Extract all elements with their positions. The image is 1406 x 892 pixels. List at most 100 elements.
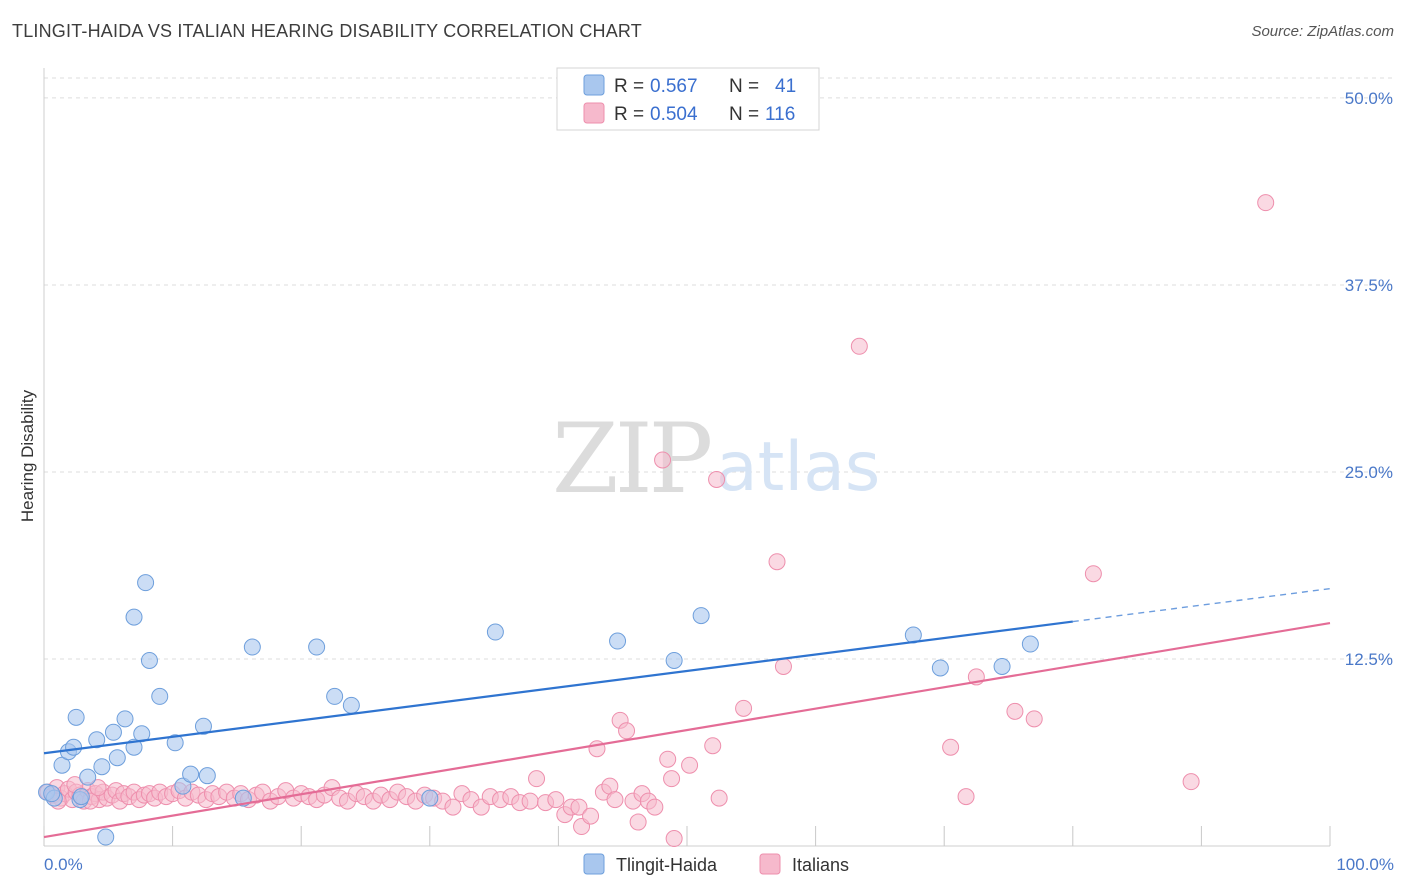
- italian-point: [659, 750, 677, 768]
- tlingit-point: [104, 723, 122, 741]
- tlingit-point: [166, 734, 184, 752]
- italian-point: [710, 789, 728, 807]
- tlingit-point: [421, 789, 439, 807]
- tlingit-point: [198, 767, 216, 785]
- watermark-zip: ZIP: [552, 403, 711, 515]
- legend-n-value-tlingit: 41: [775, 76, 796, 97]
- italian-point: [521, 792, 539, 810]
- y-tick-labels: 12.5% 25.0% 37.5% 50.0%: [1345, 89, 1393, 669]
- italian-point: [665, 830, 683, 848]
- legend-swatch-tlingit: [583, 74, 605, 96]
- tlingit-point: [116, 710, 134, 728]
- italian-point: [618, 722, 636, 740]
- y-tick-label-1: 25.0%: [1345, 463, 1393, 482]
- legend-r-label-tlingit: R =: [614, 76, 644, 97]
- tlingit-point: [72, 788, 90, 806]
- italian-point: [708, 470, 726, 488]
- tlingit-point: [194, 717, 212, 735]
- tlingit-point: [125, 608, 143, 626]
- italian-point: [629, 813, 647, 831]
- x-tick-label-min: 0.0%: [44, 855, 83, 874]
- chart-source: Source: ZipAtlas.com: [1251, 23, 1394, 40]
- italian-point: [1182, 773, 1200, 791]
- italian-point: [654, 451, 672, 469]
- italian-point: [774, 657, 792, 675]
- y-tick-label-2: 37.5%: [1345, 276, 1393, 295]
- italian-point: [735, 699, 753, 717]
- tlingit-point: [931, 659, 949, 677]
- italian-point: [89, 779, 107, 797]
- correlation-legend: R = 0.567 N = 41 R = 0.504 N = 116: [556, 67, 820, 131]
- tlingit-point: [108, 749, 126, 767]
- bottom-legend-swatch-tlingit: [583, 853, 605, 875]
- italian-point: [1257, 194, 1275, 212]
- tlingit-trend-line: [43, 620, 1073, 755]
- tlingit-points: [38, 574, 1039, 846]
- tlingit-point: [137, 574, 155, 592]
- italian-point: [663, 770, 681, 788]
- legend-r-label-italian: R =: [614, 104, 644, 125]
- italian-point: [606, 791, 624, 809]
- italian-point: [1006, 702, 1024, 720]
- y-tick-label-0: 12.5%: [1345, 650, 1393, 669]
- italian-point: [850, 337, 868, 355]
- tlingit-point: [67, 708, 85, 726]
- tlingit-point: [308, 638, 326, 656]
- tlingit-point: [486, 623, 504, 641]
- watermark-atlas: atlas: [716, 428, 880, 507]
- italian-point: [681, 756, 699, 774]
- tlingit-point: [151, 687, 169, 705]
- trend-lines: [43, 587, 1331, 839]
- watermark: ZIP atlas: [552, 403, 880, 515]
- chart-title: TLINGIT-HAIDA VS ITALIAN HEARING DISABIL…: [12, 21, 642, 41]
- bottom-legend-label-tlingit: Tlingit-Haida: [616, 855, 718, 875]
- italian-point: [646, 798, 664, 816]
- y-axis-title: Hearing Disability: [18, 389, 37, 522]
- italian-point: [957, 788, 975, 806]
- tlingit-point: [665, 651, 683, 669]
- tlingit-point: [1021, 635, 1039, 653]
- tlingit-point: [182, 765, 200, 783]
- tlingit-point: [43, 785, 61, 803]
- italian-point: [570, 798, 588, 816]
- italian-point: [582, 807, 600, 825]
- tlingit-point: [326, 687, 344, 705]
- tlingit-point: [342, 696, 360, 714]
- tlingit-point: [97, 828, 115, 846]
- tlingit-point: [93, 758, 111, 776]
- italian-trend-line: [43, 621, 1331, 839]
- tlingit-point: [243, 638, 261, 656]
- italian-point: [1025, 710, 1043, 728]
- tlingit-point: [140, 651, 158, 669]
- bottom-legend-label-italian: Italians: [792, 855, 849, 875]
- tlingit-point: [609, 632, 627, 650]
- legend-n-label-tlingit: N =: [729, 76, 759, 97]
- series-legend: Tlingit-Haida Italians: [583, 853, 849, 875]
- x-tick-label-max: 100.0%: [1336, 855, 1394, 874]
- tlingit-point: [174, 777, 192, 795]
- legend-r-value-italian: 0.504: [650, 104, 698, 125]
- italian-point: [1084, 565, 1102, 583]
- legend-swatch-italian: [583, 102, 605, 124]
- italian-point: [547, 791, 565, 809]
- gridlines: [44, 77, 1392, 660]
- legend-n-value-italian: 116: [765, 104, 795, 125]
- tlingit-point: [79, 768, 97, 786]
- y-tick-label-3: 50.0%: [1345, 89, 1393, 108]
- tlingit-point: [88, 731, 106, 749]
- italian-point: [704, 737, 722, 755]
- tlingit-point: [993, 657, 1011, 675]
- italian-point: [768, 553, 786, 571]
- italian-points: [39, 194, 1275, 848]
- x-tick-marks: [43, 826, 1331, 846]
- legend-r-value-tlingit: 0.567: [650, 76, 698, 97]
- bottom-legend-swatch-italian: [759, 853, 781, 875]
- tlingit-point: [692, 607, 710, 625]
- italian-point: [444, 798, 462, 816]
- tlingit-point: [65, 738, 83, 756]
- italian-point: [528, 770, 546, 788]
- tlingit-trend-extension: [1072, 587, 1331, 623]
- italian-point: [942, 738, 960, 756]
- legend-n-label-italian: N =: [729, 104, 759, 125]
